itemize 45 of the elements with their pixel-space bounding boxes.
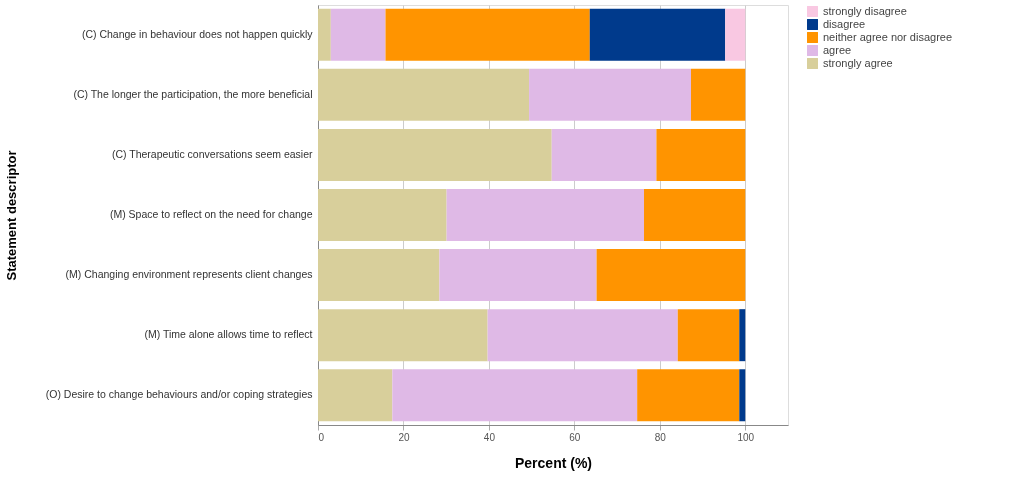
y-tick-label: (O) Desire to change behaviours and/or coping strategies (45, 388, 313, 401)
bar (487, 309, 678, 362)
x-tick-label: 40 (483, 431, 496, 443)
bar (739, 309, 746, 362)
y-tick-label: (M) Changing environment represents client changes (65, 268, 313, 281)
bar (677, 309, 740, 362)
legend-label: strongly agree (823, 56, 893, 69)
x-tick-label: 80 (654, 431, 667, 443)
bar (589, 8, 726, 61)
bar (551, 128, 657, 181)
bar (529, 68, 692, 121)
bar (656, 128, 746, 181)
bar (318, 189, 447, 241)
x-tick-label: 20 (398, 431, 410, 443)
legend-label: agree (823, 43, 852, 56)
bar (725, 8, 746, 61)
x-axis-title: Percent (%) (514, 454, 593, 471)
bar (318, 8, 331, 61)
bar (392, 369, 638, 422)
y-axis-title: Statement descriptor (3, 150, 19, 281)
bar (446, 189, 645, 241)
bar (637, 369, 740, 422)
bar (318, 309, 488, 362)
bar (691, 68, 746, 121)
legend-label: neither agree nor disagree (823, 30, 953, 43)
x-tick-label: 100 (737, 431, 755, 443)
y-tick-label: (C) Therapeutic conversations seem easier (111, 147, 313, 160)
y-tick-label: (M) Time alone allows time to reflect (144, 328, 313, 341)
bar (318, 68, 530, 121)
bar (739, 369, 746, 422)
bar (644, 189, 746, 241)
bar (596, 249, 746, 302)
x-tick-label: 60 (569, 431, 581, 443)
y-tick-label: (C) Change in behaviour does not happen quickly (81, 27, 314, 40)
bar (318, 369, 393, 422)
legend-label: disagree (823, 17, 866, 30)
bar (385, 8, 590, 61)
legend-label: strongly disagree (823, 4, 907, 17)
bar (318, 249, 440, 302)
y-tick-label: (M) Space to reflect on the need for change (109, 208, 313, 220)
x-tick-label: 0 (318, 431, 325, 443)
y-tick-label: (C) The longer the participation, the more beneficial (73, 87, 313, 100)
bar (330, 8, 386, 61)
bar (439, 249, 597, 302)
bar (318, 128, 552, 181)
